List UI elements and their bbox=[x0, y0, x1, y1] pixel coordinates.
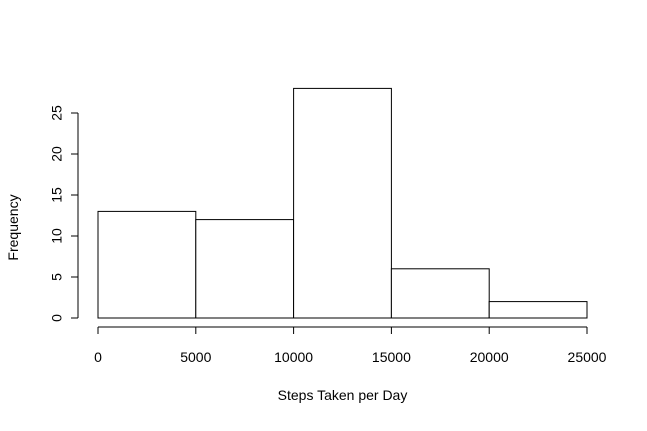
x-tick-label: 5000 bbox=[180, 349, 211, 365]
bars-group bbox=[97, 87, 588, 319]
histogram-bar bbox=[97, 210, 197, 319]
x-tick-label: 10000 bbox=[274, 349, 313, 365]
histogram-bar bbox=[195, 219, 295, 319]
y-tick-label: 15 bbox=[49, 187, 65, 203]
histogram-bar bbox=[488, 301, 588, 319]
x-tick-label: 0 bbox=[94, 349, 102, 365]
y-tick-label: 0 bbox=[49, 314, 65, 322]
y-axis: 0 5 10 15 20 25 bbox=[49, 105, 79, 322]
y-axis-title: Frequency bbox=[5, 194, 21, 260]
x-tick-label: 15000 bbox=[372, 349, 411, 365]
histogram-bar bbox=[390, 268, 490, 319]
y-tick-label: 25 bbox=[49, 105, 65, 121]
histogram-bar bbox=[293, 87, 392, 319]
y-tick-label: 10 bbox=[49, 228, 65, 244]
x-tick-label: 25000 bbox=[568, 349, 607, 365]
x-tick-label: 20000 bbox=[470, 349, 509, 365]
x-axis: 0 5000 10000 15000 20000 25000 bbox=[94, 326, 607, 365]
y-tick-label: 5 bbox=[49, 273, 65, 281]
x-axis-title: Steps Taken per Day bbox=[278, 387, 408, 403]
y-tick-label: 20 bbox=[49, 146, 65, 162]
